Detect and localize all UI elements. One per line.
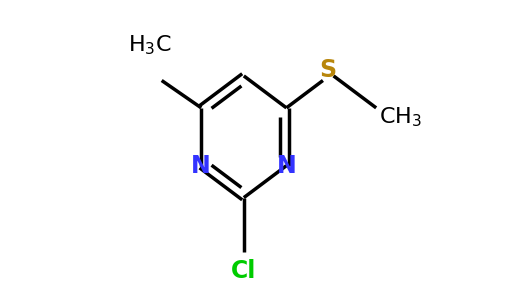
Text: S: S <box>319 58 336 82</box>
Text: H$_3$C: H$_3$C <box>128 34 172 57</box>
Text: Cl: Cl <box>231 258 257 283</box>
Text: N: N <box>276 154 296 178</box>
Text: CH$_3$: CH$_3$ <box>379 105 422 129</box>
Text: N: N <box>191 154 211 178</box>
